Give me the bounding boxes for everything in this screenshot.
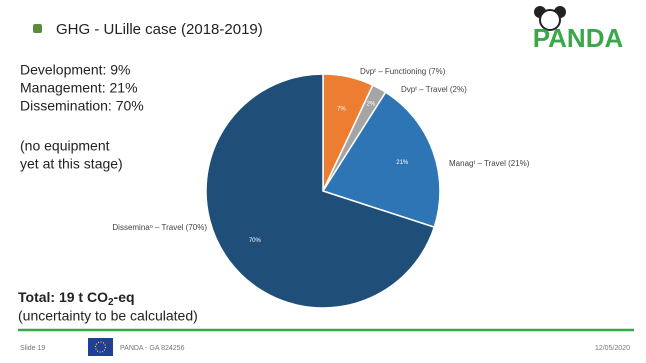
summary-line: Dissemination: 70% xyxy=(20,98,144,114)
note-line: yet at this stage) xyxy=(20,156,123,172)
footer-project: PANDA - GA 824256 xyxy=(120,345,185,352)
slide-title: GHG - ULille case (2018-2019) xyxy=(56,21,263,38)
logo-text: PANDA xyxy=(533,23,624,53)
total: Total: 19 t CO2-eq xyxy=(18,289,135,308)
category-label: Managᵗ – Travel (21%) xyxy=(449,159,530,168)
footer-slide: Slide 19 xyxy=(20,345,45,352)
category-label: Dvpᵗ – Travel (2%) xyxy=(401,85,467,94)
slice-label: 2% xyxy=(367,101,376,107)
pie-slice xyxy=(321,91,441,229)
slice-label: 7% xyxy=(337,106,346,112)
eu-flag xyxy=(88,338,113,356)
category-label: Disseminaᵒ – Travel (70%) xyxy=(112,223,207,232)
bullet-icon xyxy=(33,24,42,33)
pie-chart: 7% Dvpᵗ – Functioning (7%) 2% Dvpᵗ – Travel… xyxy=(112,67,530,309)
slice-label: 21% xyxy=(396,160,409,166)
total-text: Total: 19 t CO xyxy=(18,289,108,305)
note-line: (no equipment xyxy=(20,138,110,154)
logo: PANDA xyxy=(533,6,624,53)
total-text: -eq xyxy=(114,289,135,305)
slice-label: 70% xyxy=(249,238,262,244)
pie-slice xyxy=(205,73,436,309)
category-label: Dvpᵗ – Functioning (7%) xyxy=(360,67,446,76)
eu-stars xyxy=(94,341,107,353)
uncertainty: (uncertainty to be calculated) xyxy=(18,308,198,324)
summary-line: Development: 9% xyxy=(20,62,131,78)
summary-line: Management: 21% xyxy=(20,80,138,96)
footer-date: 12/05/2020 xyxy=(595,345,630,352)
subscript: 2 xyxy=(108,297,114,308)
